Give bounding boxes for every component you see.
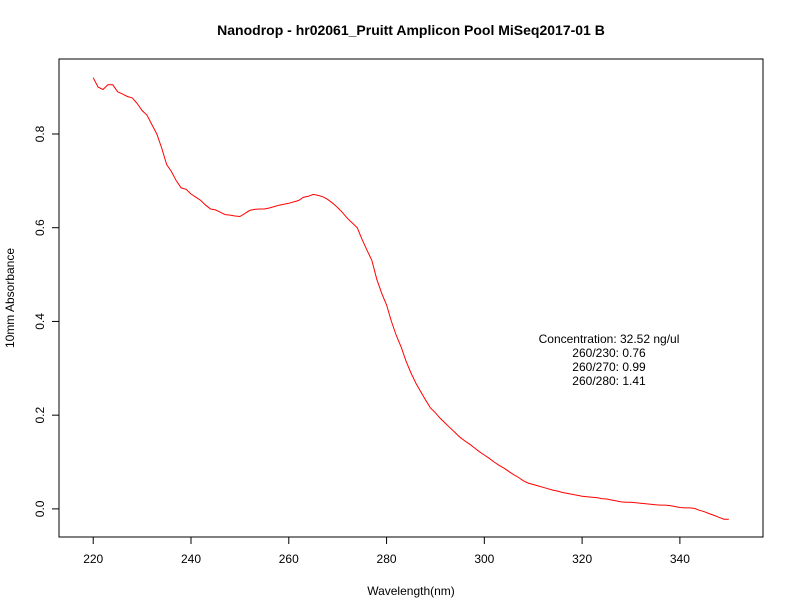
x-tick-label: 260 [279,552,299,566]
y-axis: 0.0 0.2 0.4 0.6 0.8 [33,125,60,517]
y-axis-label: 10mm Absorbance [3,248,17,348]
y-tick-label: 0.4 [33,313,47,330]
y-tick-label: 0.8 [33,125,47,142]
y-tick-label: 0.2 [33,406,47,423]
x-tick-label: 320 [572,552,592,566]
annotation-line: 260/230: 0.76 [572,346,646,360]
x-tick-label: 340 [670,552,690,566]
chart-title: Nanodrop - hr02061_Pruitt Amplicon Pool … [217,22,605,38]
x-axis: 220 240 260 280 300 320 340 [83,536,690,566]
x-axis-label: Wavelength(nm) [367,584,455,598]
plot-frame [58,58,764,538]
x-tick-label: 220 [83,552,103,566]
x-tick-label: 280 [377,552,397,566]
x-tick-label: 300 [474,552,494,566]
y-tick-label: 0.6 [33,219,47,236]
series-line [92,77,729,520]
annotation-line: 260/270: 0.99 [572,360,646,374]
series-layer [92,77,729,520]
annotation-line: Concentration: 32.52 ng/ul [539,332,680,346]
x-tick-label: 240 [181,552,201,566]
y-tick-label: 0.0 [33,500,47,517]
annotation-line: 260/280: 1.41 [572,374,646,388]
